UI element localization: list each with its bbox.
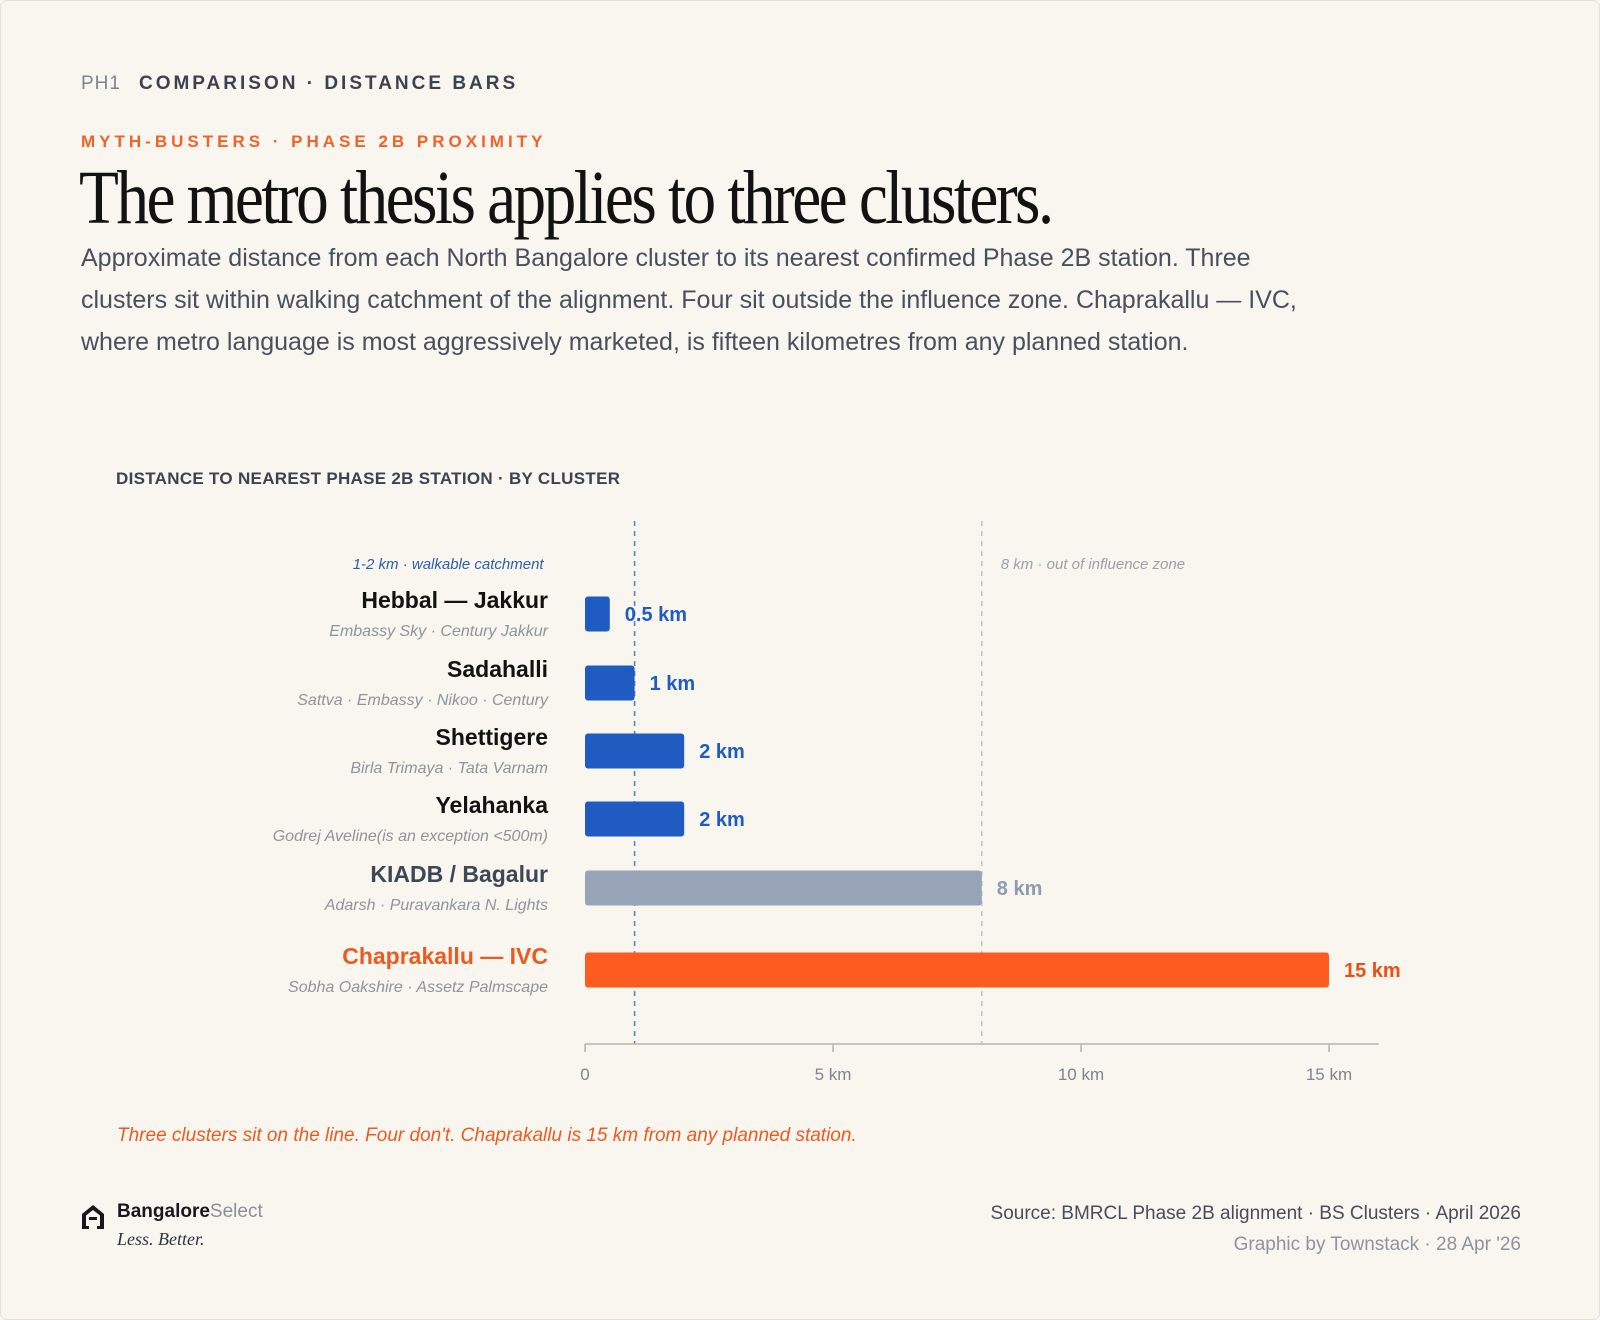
category-label-2: Sadahalli: [447, 656, 548, 682]
source-note: Source: BMRCL Phase 2B alignment · BS Cl…: [990, 1203, 1521, 1224]
category-label-3: Shettigere: [436, 724, 548, 750]
section-tag: PH1: [81, 73, 121, 94]
value-label-5: 8 km: [997, 878, 1043, 900]
category-sublabel-4: Godrej Aveline(is an exception <500m): [273, 828, 548, 845]
house-logo-icon: [82, 1205, 104, 1229]
x-tick-label-2: 5 km: [815, 1065, 852, 1084]
section-label: PH1 COMPARISON · DISTANCE BARS: [81, 73, 518, 95]
kicker: MYTH-BUSTERS · PHASE 2B PROXIMITY: [81, 132, 547, 151]
category-sublabel-1: Embassy Sky · Century Jakkur: [329, 623, 548, 640]
brand-name-light: Select: [209, 1201, 263, 1222]
category-label-4: Yelahanka: [435, 792, 548, 818]
x-tick-label-4: 15 km: [1306, 1065, 1352, 1084]
credit-note: Graphic by Townstack · 28 Apr '26: [1233, 1234, 1521, 1255]
brand-tagline: Less. Better.: [117, 1229, 205, 1249]
bar-2: [585, 665, 635, 701]
bar-1: [585, 596, 610, 632]
brand-name: BangaloreSelect: [117, 1201, 263, 1223]
reference-label-1: 1-2 km · walkable catchment: [353, 556, 545, 573]
brand-name-bold: Bangalore: [117, 1201, 210, 1222]
headline: The metro thesis applies to three cluste…: [79, 156, 1054, 240]
bar-4: [585, 801, 685, 837]
bar-5: [585, 870, 982, 906]
category-sublabel-6: Sobha Oakshire · Assetz Palmscape: [288, 979, 548, 996]
value-label-2: 1 km: [650, 673, 696, 695]
value-label-4: 2 km: [699, 809, 745, 831]
lede-paragraph: Approximate distance from each North Ban…: [81, 244, 1297, 356]
category-label-1: Hebbal — Jakkur: [361, 587, 548, 613]
category-sublabel-5: Adarsh · Puravankara N. Lights: [324, 897, 548, 914]
section-title: COMPARISON · DISTANCE BARS: [138, 73, 519, 94]
category-label-5: KIADB / Bagalur: [370, 861, 548, 887]
bar-6: [585, 952, 1329, 988]
category-sublabel-3: Birla Trimaya · Tata Varnam: [350, 760, 548, 777]
bar-3: [585, 733, 685, 769]
x-tick-label-3: 10 km: [1058, 1065, 1104, 1084]
category-sublabel-2: Sattva · Embassy · Nikoo · Century: [297, 692, 549, 709]
takeaway-note: Three clusters sit on the line. Four don…: [117, 1125, 857, 1146]
distance-bar-chart: 1-2 km · walkable catchment 8 km · out of…: [273, 521, 1401, 1084]
value-label-3: 2 km: [699, 741, 745, 763]
x-tick-label-1: 0: [580, 1065, 589, 1084]
chart-title: DISTANCE TO NEAREST PHASE 2B STATION · B…: [116, 469, 621, 488]
value-label-6: 15 km: [1344, 960, 1401, 982]
value-label-1: 0.5 km: [625, 604, 687, 626]
reference-label-2: 8 km · out of influence zone: [1001, 556, 1185, 573]
category-label-6: Chaprakallu — IVC: [342, 943, 548, 969]
